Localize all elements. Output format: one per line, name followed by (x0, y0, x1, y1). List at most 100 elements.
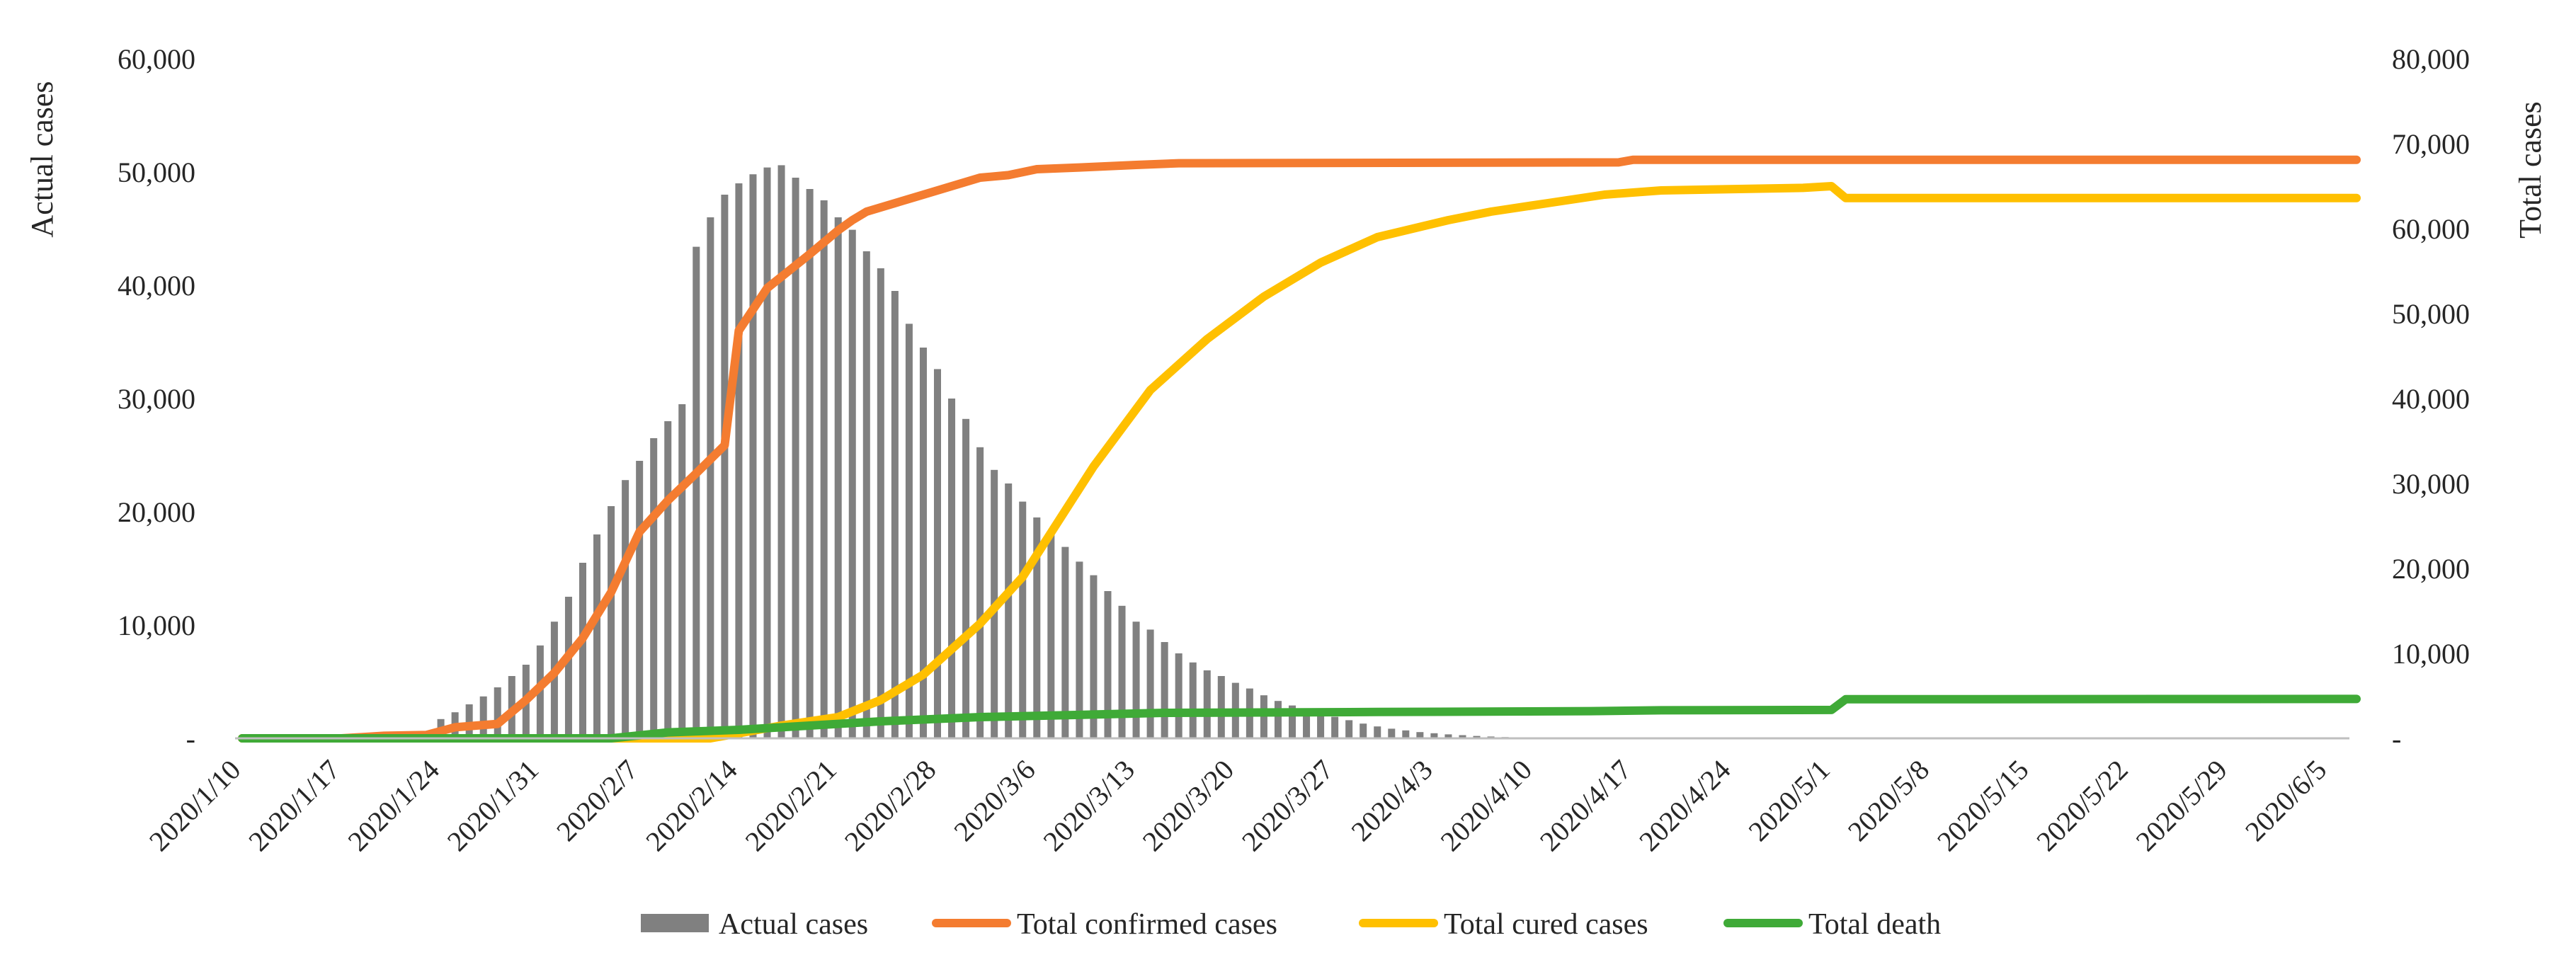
legend-label: Total cured cases (1444, 908, 1648, 941)
bar (479, 696, 487, 738)
bar (1317, 713, 1325, 738)
bar (1146, 629, 1154, 738)
bar (1274, 701, 1282, 738)
bar (1061, 546, 1069, 738)
bar (1132, 622, 1140, 738)
legend-label: Total confirmed cases (1017, 908, 1277, 941)
bar (579, 563, 586, 738)
x-tick-label: 2020/1/17 (242, 754, 346, 858)
x-tick-label: 2020/5/22 (2030, 754, 2134, 858)
bar (905, 324, 913, 738)
left-tick-label: 30,000 (118, 383, 195, 415)
bar (862, 251, 870, 738)
x-tick-label: 2020/4/24 (1633, 754, 1737, 858)
bar (1360, 723, 1367, 738)
left-tick-label: 60,000 (118, 43, 195, 75)
bar (792, 178, 799, 738)
right-tick-label: 20,000 (2392, 553, 2470, 585)
x-tick-label: 2020/2/21 (739, 754, 843, 858)
bar (1104, 591, 1112, 738)
x-tick-label: 2020/3/13 (1037, 754, 1141, 858)
legend-label: Actual cases (719, 908, 868, 941)
right-tick-label: 40,000 (2392, 383, 2470, 415)
bar (806, 189, 814, 738)
bar (1033, 517, 1041, 738)
right-tick-label: 30,000 (2392, 468, 2470, 500)
bar (1175, 653, 1182, 738)
bar (550, 622, 558, 738)
bar (976, 447, 984, 738)
bar (1189, 662, 1197, 738)
x-tick-label: 2020/2/28 (838, 754, 942, 858)
bar (1473, 735, 1481, 738)
bar (735, 183, 743, 738)
bar (1203, 670, 1211, 738)
bar (891, 291, 899, 738)
right-tick-label: 10,000 (2392, 638, 2470, 670)
right-tick-label: - (2392, 723, 2401, 755)
bar (1076, 561, 1083, 738)
bar (721, 195, 729, 738)
bar (763, 167, 771, 739)
series-line (238, 182, 2361, 743)
right-tick-label: 80,000 (2392, 43, 2470, 75)
bar (919, 348, 927, 738)
bar (707, 217, 714, 738)
bar (1217, 676, 1225, 738)
x-tick-label: 2020/5/29 (2130, 754, 2234, 858)
bar (564, 597, 572, 738)
left-axis-ticks: - 10,000 20,000 30,000 40,000 50,000 60,000 (118, 43, 195, 755)
bar (465, 704, 473, 738)
x-tick-label: 2020/1/10 (143, 754, 247, 858)
bar (1005, 483, 1013, 738)
bar (636, 461, 644, 738)
left-tick-label: 50,000 (118, 156, 195, 188)
x-tick-label: 2020/5/1 (1742, 754, 1835, 847)
right-tick-label: 60,000 (2392, 213, 2470, 245)
bar (1430, 733, 1438, 738)
x-tick-label: 2020/3/27 (1236, 754, 1340, 858)
bar (877, 268, 884, 738)
bar (1019, 501, 1027, 738)
bar (1444, 734, 1452, 738)
left-axis-title: Actual cases (25, 81, 59, 237)
x-tick-label: 2020/1/31 (441, 754, 545, 858)
bars-layer (437, 165, 1537, 739)
bar (1288, 705, 1296, 738)
bar (693, 246, 700, 739)
bar (1416, 732, 1424, 738)
right-tick-label: 70,000 (2392, 128, 2470, 160)
right-tick-label: 50,000 (2392, 298, 2470, 330)
left-tick-label: - (186, 723, 195, 755)
series-line (238, 694, 2361, 743)
x-tick-label: 2020/3/20 (1136, 754, 1241, 858)
bar (1260, 695, 1267, 738)
bar (1345, 720, 1353, 738)
bar (962, 418, 970, 738)
bar (1402, 730, 1410, 738)
bar (593, 534, 601, 738)
bar (1331, 716, 1339, 738)
legend-swatch (641, 914, 709, 932)
x-tick-label: 2020/4/17 (1534, 754, 1638, 858)
bar (494, 687, 501, 738)
bar (650, 438, 658, 738)
bar (820, 200, 828, 738)
bar (1303, 710, 1311, 738)
x-tick-label: 2020/1/24 (341, 754, 445, 858)
x-tick-label: 2020/3/6 (947, 754, 1041, 847)
series-line (238, 155, 2361, 743)
bar (749, 174, 757, 738)
bar (664, 421, 672, 738)
left-tick-label: 10,000 (118, 609, 195, 641)
bar (1374, 726, 1381, 738)
right-axis-ticks: - 10,000 20,000 30,000 40,000 50,000 60,000 70,… (2392, 43, 2470, 755)
bar (1090, 575, 1098, 738)
x-tick-label: 2020/6/5 (2239, 754, 2332, 847)
left-tick-label: 40,000 (118, 270, 195, 302)
bar (1161, 642, 1168, 738)
legend: Actual cases Total confirmed cases Total c… (641, 908, 1941, 941)
